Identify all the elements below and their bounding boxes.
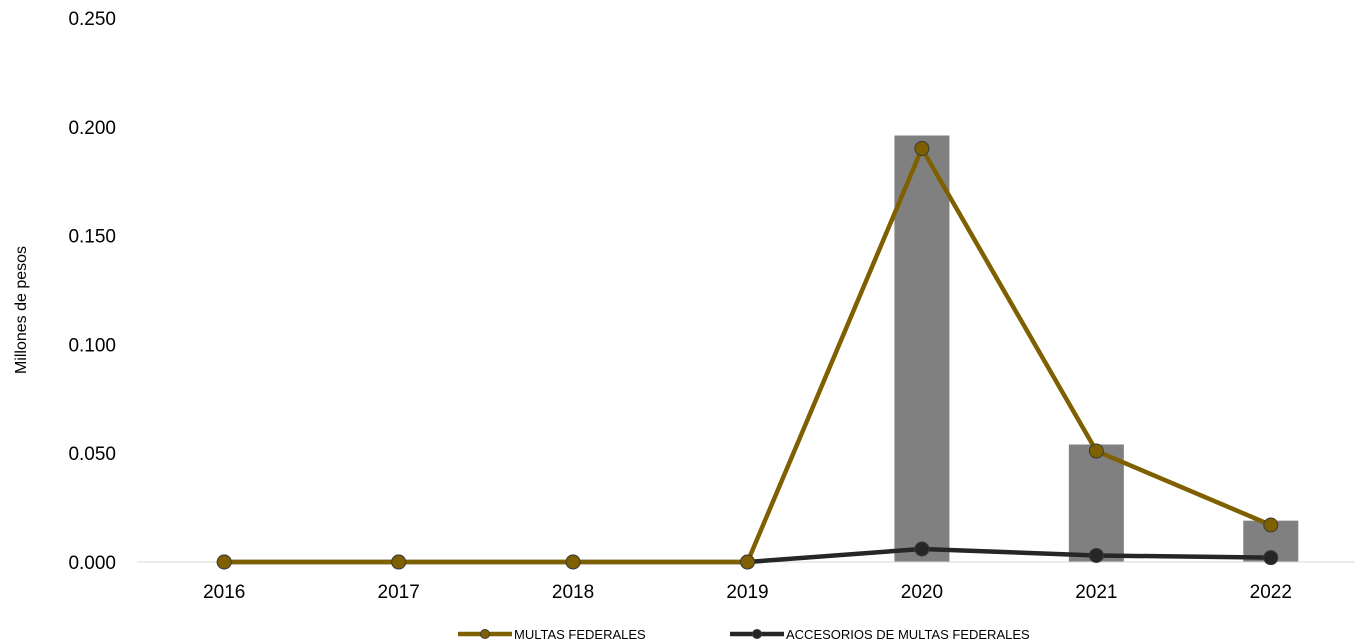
series-1-point-2019	[740, 554, 755, 570]
series-1-point-2016	[216, 554, 232, 570]
y-tick-label: 0.050	[68, 444, 116, 465]
series-1-point-2022	[1263, 517, 1279, 533]
series-1-point-2020	[914, 141, 930, 157]
bar-2020	[894, 135, 950, 562]
y-tick-label: 0.150	[68, 227, 116, 248]
y-axis-label: Millones de pesos	[13, 246, 30, 374]
series-1	[216, 141, 1279, 570]
y-tick-label: 0.200	[68, 118, 116, 139]
x-tick-label: 2020	[901, 582, 943, 603]
x-tick-label: 2019	[726, 582, 768, 603]
x-tick-label: 2017	[378, 582, 420, 603]
y-tick-label: 0.000	[68, 553, 116, 574]
legend-item-2: ACCESORIOS DE MULTAS FEDERALES	[730, 627, 1030, 642]
series-2-point-2020	[914, 541, 930, 557]
legend: MULTAS FEDERALES ACCESORIOS DE MULTAS FED…	[458, 627, 1030, 642]
series-2-point-2022	[1263, 550, 1279, 566]
series-1-point-2017	[391, 554, 407, 570]
legend-swatch-marker	[752, 629, 762, 639]
lines-layer	[216, 141, 1279, 570]
legend-item-1: MULTAS FEDERALES	[458, 627, 646, 642]
bars-layer	[894, 135, 1299, 562]
x-tick-labels: 2016 2017 2018 2019 2020 2021 2022	[203, 582, 1292, 603]
legend-label: ACCESORIOS DE MULTAS FEDERALES	[786, 627, 1030, 642]
legend-swatch-marker	[480, 629, 490, 639]
x-tick-label: 2021	[1075, 582, 1117, 603]
series-1-point-2021	[1088, 443, 1104, 459]
legend-label: MULTAS FEDERALES	[514, 627, 646, 642]
y-tick-label: 0.100	[68, 335, 116, 356]
y-tick-labels: 0.000 0.050 0.100 0.150 0.200 0.250	[68, 9, 116, 574]
series-2-point-2021	[1088, 547, 1104, 563]
y-tick-label: 0.250	[68, 9, 116, 30]
x-tick-label: 2016	[203, 582, 245, 603]
x-tick-label: 2022	[1250, 582, 1292, 603]
x-tick-label: 2018	[552, 582, 594, 603]
series-1-point-2018	[565, 554, 581, 570]
bar-2021	[1068, 444, 1124, 562]
